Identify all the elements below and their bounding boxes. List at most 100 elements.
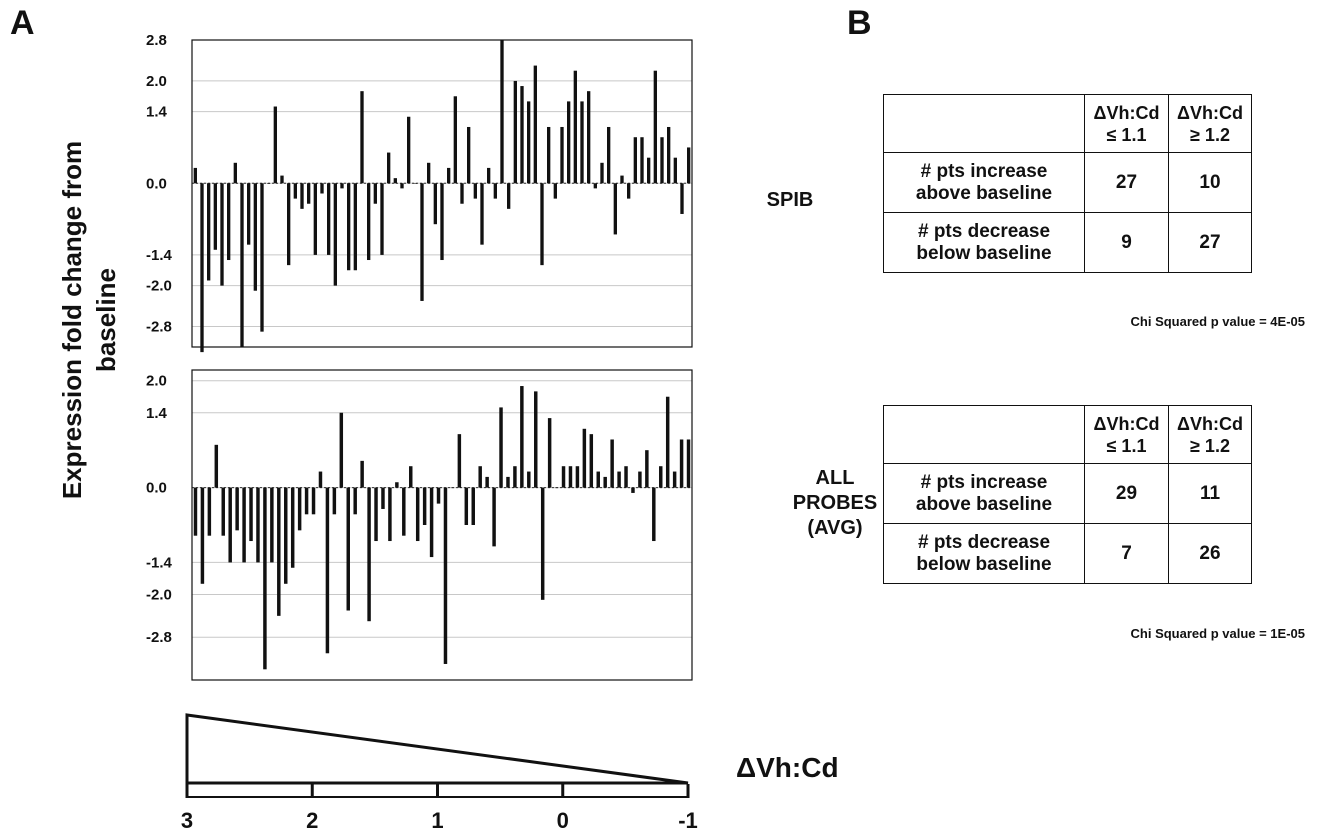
all-probes-bar <box>374 487 378 542</box>
spib-bar <box>400 183 404 189</box>
all-probes-bar <box>429 487 434 558</box>
table-cell: 11 <box>1168 463 1252 524</box>
all-probes-bar <box>339 412 344 488</box>
spib-bar <box>200 183 204 353</box>
spib-bar <box>580 101 584 184</box>
all-probes-bar <box>270 487 274 563</box>
gradient-wedge <box>185 713 689 785</box>
all-probes-bar <box>311 487 316 515</box>
all-probes-bar <box>235 487 239 531</box>
table-row: # pts decrease below baseline 9 27 <box>883 212 1252 273</box>
spib-bar <box>260 183 264 332</box>
spib-bar <box>387 152 391 184</box>
row-label: # pts decrease below baseline <box>883 523 1085 584</box>
row-label: # pts increase above baseline <box>883 463 1085 524</box>
all-probes-bar <box>672 471 677 488</box>
all-probes-bar <box>415 487 420 542</box>
all-probes-bar <box>527 471 531 488</box>
header-line: ≤ 1.1 <box>1106 124 1147 145</box>
spib-contingency-table: ΔVh:Cd ≤ 1.1 ΔVh:Cd ≥ 1.2 # pts increase… <box>883 94 1252 273</box>
all-probes-bar <box>450 487 455 489</box>
spib-bar <box>640 137 644 184</box>
all-probes-y-tick-label: -2.0 <box>146 586 172 603</box>
spib-bar <box>527 101 531 184</box>
all-probes-contingency-table: ΔVh:Cd ≤ 1.1 ΔVh:Cd ≥ 1.2 # pts increase… <box>883 405 1252 584</box>
spib-bar <box>573 70 577 184</box>
all-probes-bar <box>381 487 385 509</box>
spib-bar <box>567 101 571 184</box>
table-cell: 27 <box>1168 212 1252 273</box>
gradient-tick-label: 2 <box>306 808 318 833</box>
all-probes-bar <box>277 487 281 616</box>
table-cell: 7 <box>1084 523 1169 584</box>
spib-bar <box>347 183 351 271</box>
spib-chart: 2.8 2.0 1.4 0.0 -1.4 -2.0 -2.8 <box>146 32 693 353</box>
table-header-low: ΔVh:Cd ≤ 1.1 <box>1084 405 1169 464</box>
spib-chart-title: SPIB <box>766 189 814 211</box>
table-cell: 9 <box>1084 212 1169 273</box>
spib-bar <box>687 147 691 184</box>
spib-bar <box>607 126 611 184</box>
all-probes-bar <box>603 476 607 488</box>
spib-y-tick-label: 0.0 <box>146 175 167 192</box>
spib-bar <box>440 183 444 261</box>
all-probes-y-tick-label: 1.4 <box>146 405 168 422</box>
header-line: ≥ 1.2 <box>1190 435 1230 456</box>
all-probes-bar <box>325 487 330 654</box>
spib-bar <box>653 70 657 184</box>
all-probes-bar <box>207 487 212 536</box>
spib-bar <box>513 80 517 184</box>
all-probes-bar <box>353 487 357 515</box>
spib-bar <box>427 162 431 184</box>
spib-bar <box>587 91 591 184</box>
all-probes-chart-title-text: ALL PROBES (AVG) <box>780 466 890 541</box>
all-probes-bar <box>346 487 350 611</box>
spib-bar <box>600 162 604 184</box>
all-probes-bar <box>360 460 364 488</box>
spib-bar <box>320 183 324 194</box>
table-cell: 29 <box>1084 463 1169 524</box>
all-probes-bar <box>409 466 413 488</box>
spib-bar <box>487 167 491 184</box>
gradient-tick-label: -1 <box>678 808 698 833</box>
spib-bar <box>593 183 597 189</box>
spib-bar <box>207 183 211 281</box>
all-probes-bar <box>645 450 649 488</box>
all-probes-bar <box>596 471 600 488</box>
spib-bar <box>227 183 231 261</box>
chi-squared-pvalue: Chi Squared p value = 1E-05 <box>1130 626 1305 641</box>
spib-bar <box>380 183 384 255</box>
all-probes-bar <box>290 487 295 568</box>
spib-bar <box>193 167 197 184</box>
row-label-line: above baseline <box>915 493 1053 515</box>
spib-bar <box>220 183 224 286</box>
all-probes-bar <box>554 487 559 489</box>
all-probes-bar <box>659 466 663 488</box>
all-probes-bar <box>485 476 489 488</box>
all-probes-bar <box>297 487 302 531</box>
spib-bar <box>507 183 511 209</box>
all-probes-bar <box>624 466 628 488</box>
all-probes-bar <box>513 466 517 488</box>
spib-bar <box>467 126 471 184</box>
spib-bar <box>680 183 684 214</box>
spib-y-tick-label: 2.8 <box>146 32 167 49</box>
table-row: # pts decrease below baseline 7 26 <box>883 523 1252 584</box>
table-row: # pts increase above baseline 29 11 <box>883 463 1252 524</box>
all-probes-bar <box>436 487 441 504</box>
spib-bar <box>447 167 451 184</box>
all-probes-chart-title: ALL PROBES (AVG) <box>780 466 890 541</box>
all-probes-bar <box>464 487 469 525</box>
all-probes-bar <box>561 466 566 488</box>
all-probes-bar <box>318 471 323 488</box>
all-probes-y-tick-label: -2.8 <box>146 629 172 646</box>
all-probes-bar <box>242 487 246 563</box>
spib-bar <box>240 183 244 347</box>
row-label: # pts decrease below baseline <box>883 212 1085 273</box>
table-corner-cell <box>883 405 1085 464</box>
header-line: ΔVh:Cd <box>1093 413 1160 434</box>
spib-bar <box>433 183 437 225</box>
all-probes-bar <box>652 487 656 542</box>
all-probes-bar <box>457 434 462 488</box>
table-row: # pts increase above baseline 27 10 <box>883 152 1252 213</box>
